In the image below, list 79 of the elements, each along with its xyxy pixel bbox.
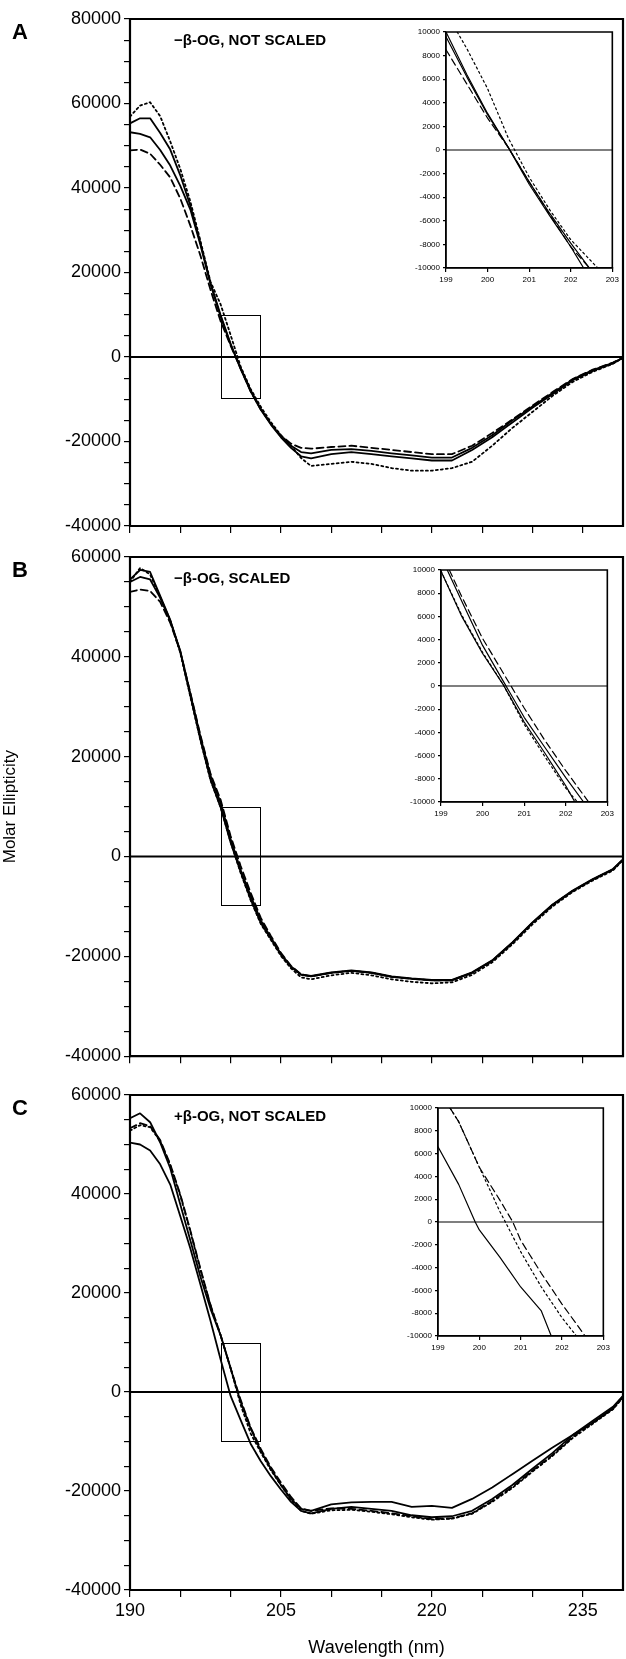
chart-title: B — [12, 557, 28, 583]
x-tick-label: 200 — [480, 275, 495, 284]
y-tick-label: 4000 — [414, 1171, 433, 1181]
y-tick-label: 60000 — [70, 1083, 121, 1104]
y-tick-label: -8000 — [414, 774, 436, 783]
y-tick-label: 20000 — [70, 1281, 121, 1302]
y-tick-label: 0 — [110, 345, 121, 366]
y-tick-label: -40000 — [64, 1045, 121, 1066]
y-tick-label: 8000 — [414, 1126, 433, 1135]
y-tick-label: 10000 — [409, 1103, 433, 1113]
y-tick-label: -10000 — [407, 1331, 433, 1341]
y-tick-label: 4000 — [417, 634, 436, 644]
y-tick-label: 0 — [435, 145, 441, 155]
y-tick-label: -8000 — [419, 239, 441, 249]
y-axis-title: Molar Ellipticity — [0, 749, 19, 864]
y-tick-label: -40000 — [64, 1578, 121, 1599]
x-tick-label: 201 — [522, 275, 537, 284]
y-tick-label: -10000 — [410, 797, 436, 807]
x-axis-title: Wavelength (nm) — [308, 1637, 445, 1658]
chart-title: A — [12, 19, 28, 45]
x-tick-label: 200 — [472, 1343, 487, 1352]
x-tick-label: 203 — [596, 1343, 611, 1352]
y-tick-label: 0 — [110, 1380, 121, 1401]
x-tick-label: 202 — [559, 809, 573, 818]
y-tick-label: -2000 — [414, 704, 436, 714]
y-tick-label: -40000 — [64, 514, 121, 535]
y-tick-label: -2000 — [419, 168, 441, 178]
annotation: +β-OG, NOT SCALED — [174, 1107, 327, 1125]
y-tick-label: 0 — [430, 681, 436, 691]
x-tick-label: 205 — [265, 1599, 296, 1620]
y-tick-label: -20000 — [64, 945, 121, 966]
x-tick-label: 203 — [605, 275, 620, 284]
x-tick-label: 235 — [567, 1599, 598, 1620]
x-tick-label: 190 — [114, 1599, 146, 1620]
x-tick-label: 199 — [439, 275, 454, 284]
y-tick-label: -4000 — [414, 727, 436, 737]
x-tick-label: 201 — [517, 809, 532, 818]
y-tick-label: 6000 — [422, 74, 441, 84]
y-tick-label: 10000 — [412, 565, 436, 575]
x-tick-label: 201 — [513, 1343, 528, 1352]
y-tick-label: 4000 — [422, 98, 441, 107]
y-tick-label: -4000 — [419, 192, 441, 202]
y-tick-label: 2000 — [417, 658, 436, 667]
y-tick-label: -6000 — [414, 750, 436, 760]
annotation: −β-OG, SCALED — [174, 569, 291, 587]
y-tick-label: -20000 — [64, 1479, 121, 1500]
y-tick-label: -2000 — [411, 1240, 433, 1249]
x-tick-label: 220 — [416, 1599, 447, 1620]
y-tick-label: -4000 — [411, 1262, 433, 1272]
x-tick-label: 203 — [600, 809, 615, 818]
y-tick-label: 2000 — [414, 1194, 433, 1204]
y-tick-label: 8000 — [422, 50, 441, 60]
x-tick-label: 199 — [434, 809, 449, 818]
annotation: −β-OG, NOT SCALED — [174, 31, 327, 49]
x-tick-label: 202 — [555, 1343, 570, 1352]
y-tick-label: -6000 — [419, 216, 441, 225]
y-tick-label: 6000 — [414, 1148, 433, 1158]
y-tick-label: 0 — [427, 1217, 433, 1227]
y-tick-label: 80000 — [70, 7, 121, 28]
y-tick-label: 20000 — [70, 261, 121, 282]
y-tick-label: -8000 — [411, 1308, 433, 1318]
y-tick-label: 8000 — [417, 588, 436, 598]
x-tick-label: 199 — [431, 1343, 446, 1352]
y-tick-label: -20000 — [64, 430, 121, 451]
y-tick-label: 0 — [110, 845, 121, 866]
y-tick-label: 40000 — [70, 645, 121, 666]
x-tick-label: 200 — [475, 809, 490, 818]
y-tick-label: 10000 — [417, 27, 441, 37]
y-tick-label: 20000 — [70, 745, 121, 766]
y-tick-label: 40000 — [70, 1182, 121, 1203]
x-tick-label: 202 — [564, 275, 578, 284]
y-tick-label: 60000 — [70, 92, 121, 113]
y-tick-label: 6000 — [417, 611, 436, 621]
y-tick-label: -10000 — [415, 263, 441, 273]
y-tick-label: 2000 — [422, 121, 441, 131]
y-tick-label: 60000 — [70, 545, 121, 566]
chart-title: C — [12, 1095, 28, 1121]
y-tick-label: -6000 — [411, 1285, 433, 1295]
y-tick-label: 40000 — [70, 176, 121, 197]
